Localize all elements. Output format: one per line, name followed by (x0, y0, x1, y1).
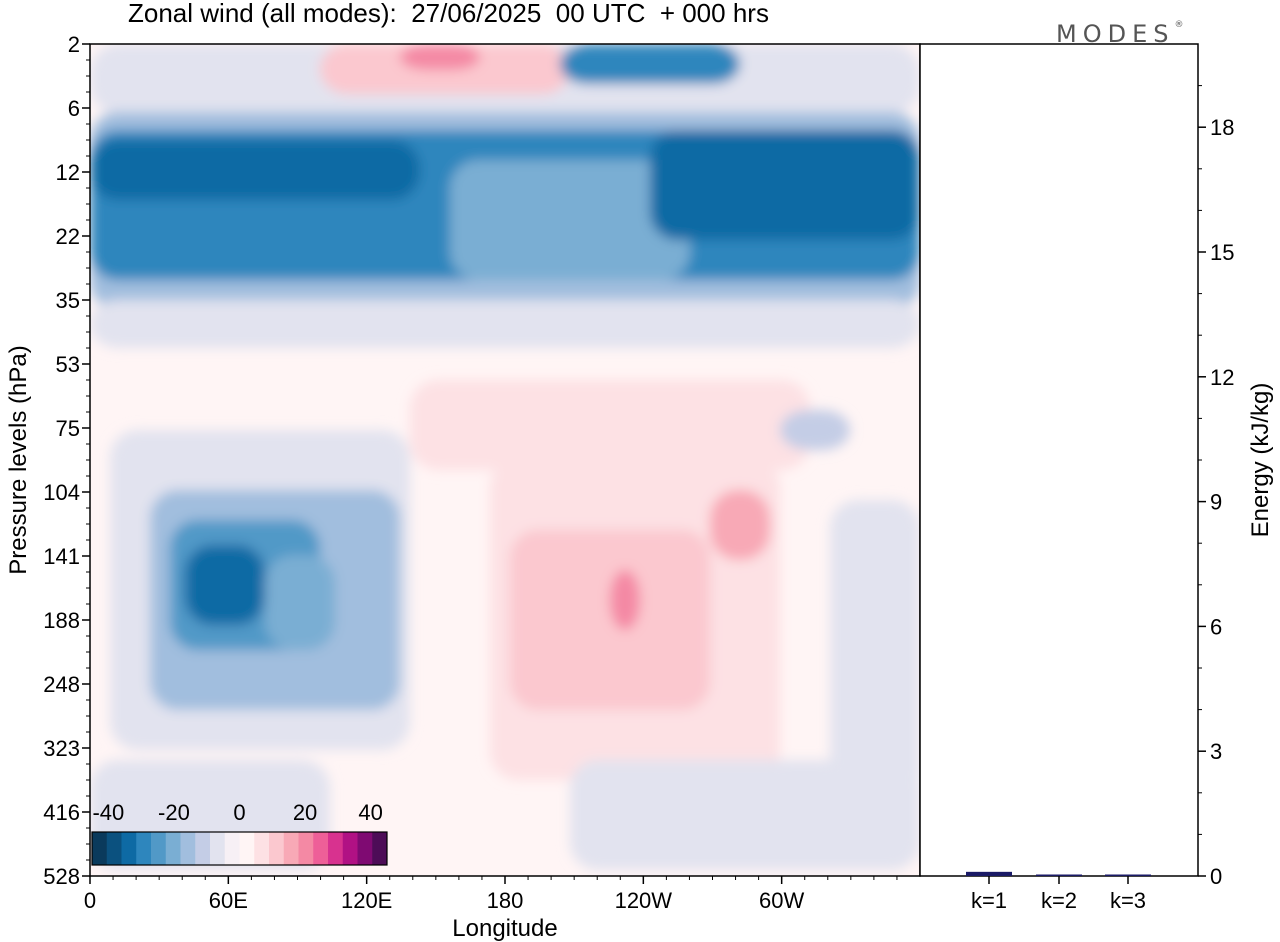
wind-contour-region (510, 530, 710, 710)
energy-tick-label: 6 (1210, 614, 1222, 639)
colorbar: -40 -20 0 20 40 (91, 800, 388, 866)
colorbar-swatch (313, 832, 329, 865)
colorbar-swatch (328, 832, 344, 865)
colorbar-swatch (298, 832, 314, 865)
y-tick-label: 22 (56, 224, 80, 249)
colorbar-swatch (136, 832, 152, 865)
y-tick-label: 528 (43, 864, 80, 889)
y-tick-label: 104 (43, 480, 80, 505)
colorbar-swatch (106, 832, 122, 865)
energy-tick-label: 3 (1210, 739, 1222, 764)
energy-bar (1105, 874, 1151, 876)
energy-axis-label: Energy (kJ/kg) (1247, 383, 1274, 538)
energy-panel-frame (919, 43, 1199, 877)
wind-contour-region (710, 490, 770, 560)
y-tick-label: 188 (43, 608, 80, 633)
wind-contour-region (450, 160, 690, 280)
colorbar-frame (91, 831, 388, 866)
y-tick-label: 416 (43, 800, 80, 825)
x-tick-label: 60E (209, 888, 248, 913)
energy-category-label: k=3 (1110, 888, 1146, 913)
colorbar-swatch (92, 832, 108, 865)
wind-contour-region (410, 380, 810, 470)
wind-contour-region (185, 545, 265, 625)
colorbar-swatch (269, 832, 285, 865)
energy-bar (1036, 874, 1082, 876)
colorbar-swatch (210, 832, 226, 865)
energy-tick-label: 15 (1210, 240, 1234, 265)
field-features (90, 44, 920, 870)
wind-contour-region (780, 410, 850, 450)
colorbar-swatch (357, 832, 373, 865)
energy-tick-label: 12 (1210, 365, 1234, 390)
colorbar-swatch (151, 832, 167, 865)
x-tick-label: 180 (487, 888, 524, 913)
colorbar-swatch (283, 832, 299, 865)
y-tick-label: 6 (68, 96, 80, 121)
colorbar-tick-label: 20 (293, 800, 317, 825)
wind-contour-region (400, 44, 480, 70)
colorbar-tick-label: -40 (92, 800, 124, 825)
longitude-axis: 0 60E 120E 180 120W 60W (84, 876, 898, 913)
y-axis-label: Pressure levels (hPa) (5, 345, 32, 574)
x-tick-label: 120E (341, 888, 392, 913)
x-tick-label: 0 (84, 888, 96, 913)
colorbar-swatch (195, 832, 211, 865)
wind-contour-region (560, 44, 740, 84)
y-tick-label: 248 (43, 672, 80, 697)
energy-category-label: k=2 (1041, 888, 1077, 913)
colorbar-swatch (224, 832, 240, 865)
colorbar-swatch (254, 832, 270, 865)
chart-title: Zonal wind (all modes): 27/06/2025 00 UT… (128, 0, 769, 28)
colorbar-swatch (180, 832, 196, 865)
colorbar-swatch (121, 832, 137, 865)
y-tick-label: 323 (43, 736, 80, 761)
energy-category-label: k=1 (971, 888, 1007, 913)
energy-bars: k=1 k=2 k=3 (966, 871, 1151, 913)
wind-contour-region (650, 130, 920, 240)
pressure-axis: 2 6 12 22 35 53 75 104 141 188 248 323 416 528 (43, 32, 90, 889)
colorbar-tick-label: 0 (233, 800, 245, 825)
y-tick-label: 35 (56, 288, 80, 313)
energy-tick-label: 18 (1210, 115, 1234, 140)
colorbar-swatch (372, 832, 388, 865)
wind-contour-region (830, 500, 920, 800)
wind-contour-region (570, 760, 920, 870)
colorbar-swatch (165, 832, 181, 865)
y-tick-label: 141 (43, 544, 80, 569)
energy-axis: 0 3 6 9 12 15 18 (1198, 85, 1234, 889)
wind-contour-region (265, 555, 335, 650)
x-tick-label: 120W (615, 888, 673, 913)
zonal-wind-field (90, 44, 920, 876)
energy-tick-label: 9 (1210, 490, 1222, 515)
colorbar-swatch (342, 832, 358, 865)
y-tick-label: 53 (56, 352, 80, 377)
y-tick-label: 12 (56, 160, 80, 185)
wind-contour-region (90, 140, 420, 200)
wind-contour-region (90, 300, 920, 348)
wind-contour-region (610, 570, 640, 630)
energy-bar (966, 871, 1012, 876)
x-tick-label: 60W (759, 888, 804, 913)
colorbar-swatch (239, 832, 255, 865)
colorbar-tick-label: -20 (158, 800, 190, 825)
y-tick-label: 75 (56, 416, 80, 441)
x-axis-label: Longitude (452, 915, 557, 942)
colorbar-tick-label: 40 (358, 800, 382, 825)
energy-tick-label: 0 (1210, 864, 1222, 889)
y-tick-label: 2 (68, 32, 80, 57)
